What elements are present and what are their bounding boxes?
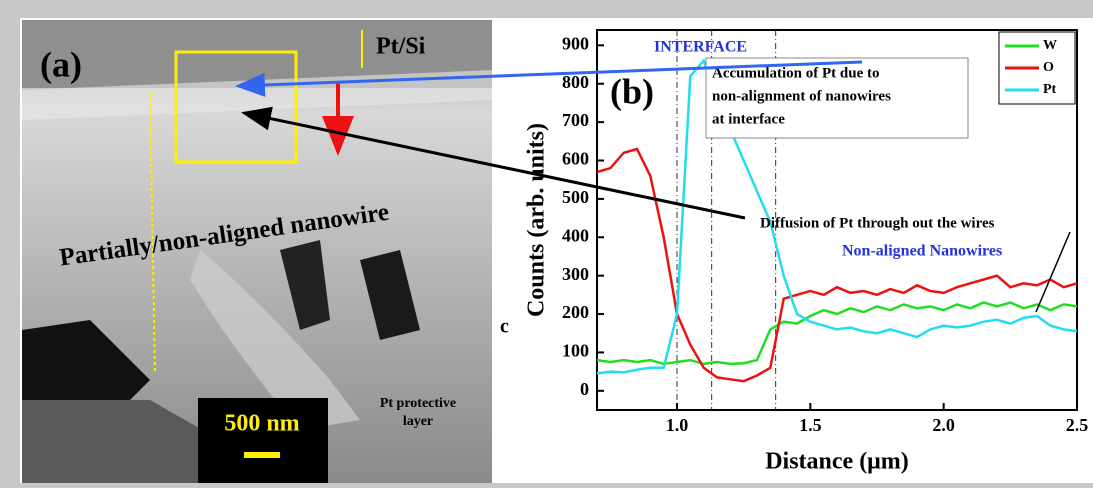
- y-tick-label: 200: [562, 302, 589, 322]
- x-tick-label: 1.0: [666, 415, 689, 435]
- stray-letter: c: [500, 316, 509, 338]
- y-tick-label: 400: [562, 225, 589, 245]
- scale-bar-label: 500 nm: [224, 411, 299, 437]
- legend-label: O: [1043, 60, 1054, 75]
- y-tick-label: 700: [562, 110, 589, 130]
- protective-label: layer: [403, 414, 433, 429]
- y-tick-label: 500: [562, 187, 589, 207]
- figure-canvas: (a) Pt/Si Partially/non-aligned nanowire…: [0, 0, 1093, 483]
- legend-label: Pt: [1043, 82, 1057, 97]
- annotation: non-alignment of nanowires: [712, 88, 891, 104]
- panel-label: (b): [610, 71, 654, 111]
- figure: (a) Pt/Si Partially/non-aligned nanowire…: [0, 0, 1093, 483]
- x-axis-label: Distance (μm): [765, 449, 909, 475]
- y-tick-label: 300: [562, 264, 589, 284]
- y-tick-label: 100: [562, 341, 589, 361]
- legend-label: W: [1043, 38, 1057, 53]
- protective-label: Pt protective: [380, 396, 456, 411]
- x-tick-label: 2.5: [1066, 415, 1089, 435]
- annotation: Diffusion of Pt through out the wires: [760, 215, 995, 231]
- annotation: Non-aligned Nanowires: [842, 243, 1002, 260]
- y-tick-label: 900: [562, 33, 589, 53]
- y-axis-label: Counts (arb. units): [524, 123, 550, 317]
- x-tick-label: 2.0: [932, 415, 955, 435]
- y-tick-label: 600: [562, 149, 589, 169]
- panel-label: (a): [40, 44, 82, 84]
- y-tick-label: 0: [580, 379, 589, 399]
- annotation: at interface: [712, 111, 785, 127]
- x-tick-label: 1.5: [799, 415, 822, 435]
- annotation: INTERFACE: [654, 39, 747, 56]
- layer-label: Pt/Si: [376, 34, 426, 60]
